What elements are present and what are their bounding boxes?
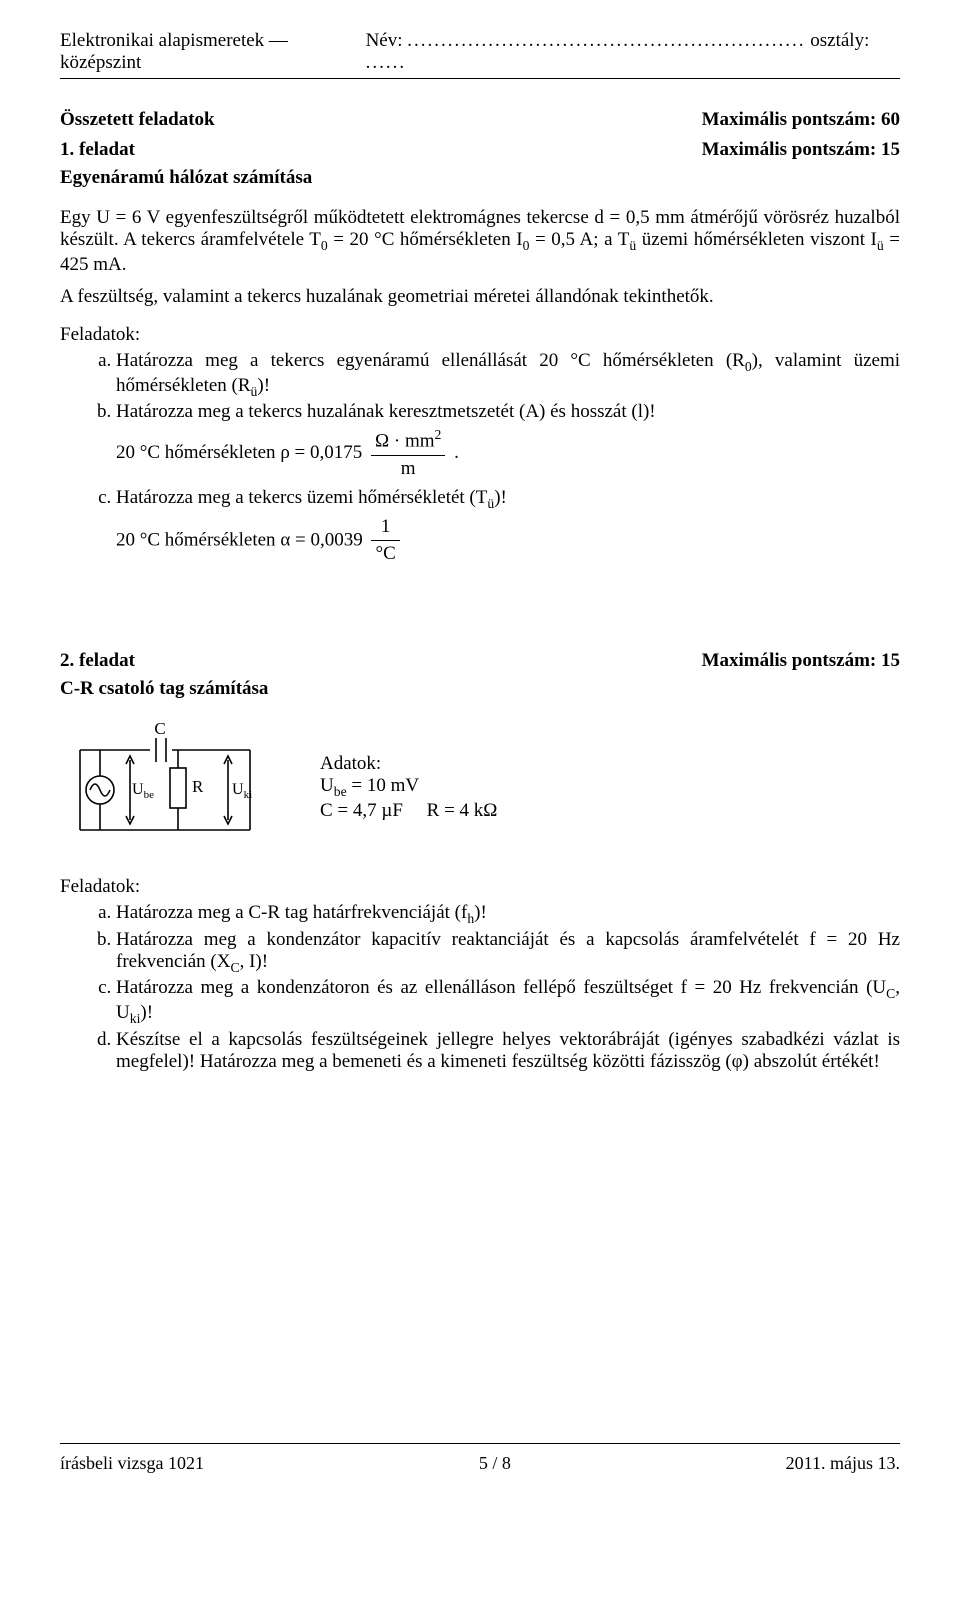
header-name-fields: Név: ...................................… — [366, 30, 900, 74]
circuit-diagram: C Ube R Uki — [60, 720, 280, 856]
footer-left: írásbeli vizsga 1021 — [60, 1453, 204, 1474]
data-cr: C = 4,7 µF R = 4 kΩ — [320, 800, 497, 822]
task2-subtitle: C-R csatoló tag számítása — [60, 678, 900, 700]
rho-eq: ρ = 0,0175 — [280, 443, 362, 464]
rho-fraction: Ω · mm2 m — [371, 425, 445, 483]
task2-data: Adatok: Ube = 10 mV C = 4,7 µF R = 4 kΩ — [320, 753, 497, 822]
page-header: Elektronikai alapismeretek — középszint … — [60, 30, 900, 74]
alpha-eq: α = 0,0039 — [280, 529, 362, 550]
t1c-1: Határozza meg a tekercs üzemi hőmérsékle… — [116, 487, 487, 508]
task2-circuit-row: C Ube R Uki Adatok: Ube = 10 mV C = 4,7 … — [60, 720, 900, 856]
t1a-3: )! — [257, 375, 270, 396]
task1-paragraph-2: A feszültség, valamint a tekercs huzalán… — [60, 286, 900, 308]
task2-heading: 2. feladat — [60, 650, 135, 672]
alpha-prefix: 20 °C hőmérsékleten — [116, 529, 280, 550]
rho-num-text: Ω · mm — [375, 431, 435, 452]
t2c-1: Határozza meg a kondenzátoron és az elle… — [116, 977, 886, 998]
t2c-s1: C — [886, 986, 895, 1001]
task2-c: Határozza meg a kondenzátoron és az elle… — [116, 977, 900, 1027]
ube-a: U — [320, 775, 334, 796]
task2-list: Határozza meg a C-R tag határfrekvenciáj… — [60, 902, 900, 1073]
section-title: Összetett feladatok — [60, 109, 215, 131]
header-subject: Elektronikai alapismeretek — középszint — [60, 30, 366, 74]
rho-den: m — [371, 455, 445, 483]
alpha-fraction: 1 °C — [371, 514, 399, 568]
ube-sub: be — [334, 784, 347, 799]
t1p1-c: = 0,5 A; a T — [529, 229, 629, 250]
t1a-1: Határozza meg a tekercs egyenáramú ellen… — [116, 350, 745, 371]
t1p1-su2: ü — [877, 238, 884, 253]
name-label: Név: — [366, 30, 403, 51]
ube-b: = 10 mV — [347, 775, 419, 796]
task2-d: Készítse el a kapcsolás feszültségeinek … — [116, 1029, 900, 1073]
t2b-sub: C — [230, 959, 239, 974]
task1-heading: 1. feladat — [60, 139, 135, 161]
task1-list: Határozza meg a tekercs egyenáramú ellen… — [60, 350, 900, 424]
t2c-s2: ki — [130, 1011, 141, 1026]
circuit-c-label: C — [154, 720, 165, 738]
t1p1-s0a: 0 — [321, 238, 328, 253]
class-dots: ...... — [366, 52, 407, 73]
task2-heading-row: 2. feladat Maximális pontszám: 15 — [60, 650, 900, 672]
t1a-s0: 0 — [745, 359, 752, 374]
task1-tasks-label: Feladatok: — [60, 324, 900, 346]
rho-num-sup: 2 — [435, 427, 442, 442]
t2c-3: )! — [140, 1002, 153, 1023]
data-ube: Ube = 10 mV — [320, 775, 497, 800]
footer-rule — [60, 1443, 900, 1444]
c-line: C = 4,7 µF — [320, 800, 403, 821]
task2-a: Határozza meg a C-R tag határfrekvenciáj… — [116, 902, 900, 927]
task1-max: Maximális pontszám: 15 — [702, 139, 900, 161]
header-rule — [60, 78, 900, 79]
circuit-uki-label: Uki — [232, 781, 252, 801]
task1-paragraph-1: Egy U = 6 V egyenfeszültségről működtete… — [60, 207, 900, 276]
task1-rho-line: 20 °C hőmérsékleten ρ = 0,0175 Ω · mm2 m… — [60, 425, 900, 483]
circuit-ube-label: Ube — [132, 781, 154, 801]
t1c-2: )! — [494, 487, 507, 508]
section-heading-row: Összetett feladatok Maximális pontszám: … — [60, 109, 900, 131]
rho-dot: . — [454, 443, 459, 464]
t1p1-d: üzemi hőmérsékleten viszont I — [636, 229, 877, 250]
task1-subtitle: Egyenáramú hálózat számítása — [60, 167, 900, 189]
r-line: R = 4 kΩ — [427, 800, 498, 821]
alpha-den: °C — [371, 540, 399, 568]
circuit-r-label: R — [192, 777, 204, 796]
t1p1-b: = 20 °C hőmérsékleten I — [328, 229, 523, 250]
task2-max: Maximális pontszám: 15 — [702, 650, 900, 672]
circuit-svg: C Ube R Uki — [60, 720, 270, 850]
t2a-2: )! — [474, 902, 487, 923]
t2b-2: , I)! — [240, 951, 268, 972]
rho-num: Ω · mm2 — [371, 425, 445, 455]
task1-heading-row: 1. feladat Maximális pontszám: 15 — [60, 139, 900, 161]
task1-c: Határozza meg a tekercs üzemi hőmérsékle… — [116, 487, 900, 512]
alpha-num: 1 — [371, 514, 399, 541]
section-max: Maximális pontszám: 60 — [702, 109, 900, 131]
task1-a: Határozza meg a tekercs egyenáramú ellen… — [116, 350, 900, 400]
task1-alpha-line: 20 °C hőmérsékleten α = 0,0039 1 °C — [60, 514, 900, 568]
task1-list-c: Határozza meg a tekercs üzemi hőmérsékle… — [60, 487, 900, 512]
footer-center: 5 / 8 — [479, 1453, 511, 1474]
t2a-1: Határozza meg a C-R tag határfrekvenciáj… — [116, 902, 467, 923]
page-footer: írásbeli vizsga 1021 5 / 8 2011. május 1… — [60, 1453, 900, 1474]
task1-b: Határozza meg a tekercs huzalának keresz… — [116, 401, 900, 423]
task2-b: Határozza meg a kondenzátor kapacitív re… — [116, 929, 900, 976]
rho-prefix: 20 °C hőmérsékleten — [116, 443, 280, 464]
class-label: osztály: — [810, 30, 869, 51]
name-dots: ........................................… — [407, 30, 805, 51]
data-label: Adatok: — [320, 753, 497, 775]
footer-right: 2011. május 13. — [786, 1453, 900, 1474]
task2-tasks-label: Feladatok: — [60, 876, 900, 898]
